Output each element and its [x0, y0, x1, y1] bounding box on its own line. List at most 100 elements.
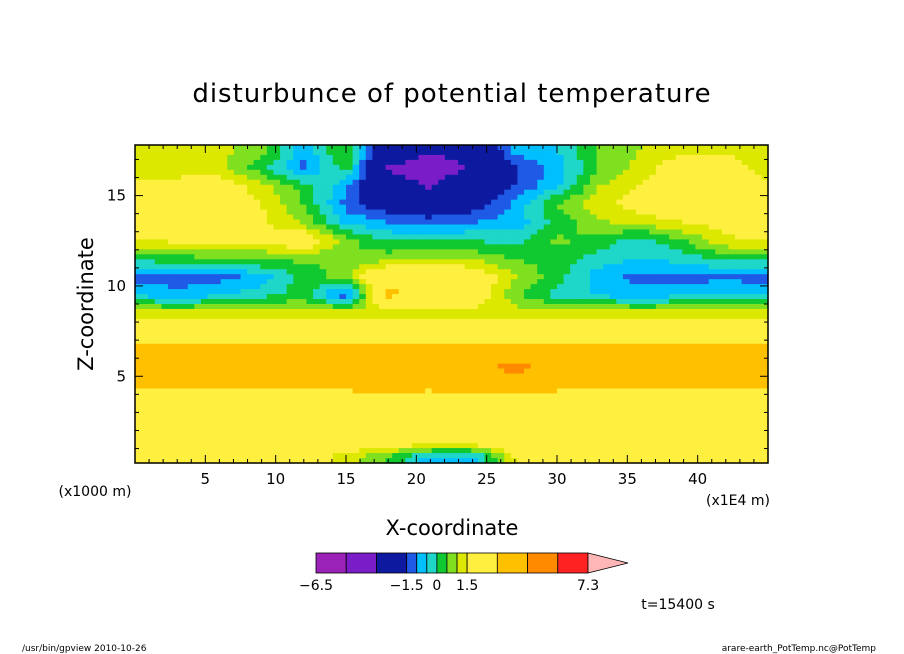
heatmap-cell [385, 164, 393, 171]
heatmap-cell [741, 348, 749, 355]
heatmap-cell [491, 189, 499, 196]
heatmap-cell [339, 323, 347, 330]
heatmap-cell [616, 388, 624, 395]
heatmap-cell [306, 214, 314, 221]
heatmap-cell [385, 299, 393, 305]
heatmap-cell [458, 358, 466, 365]
heatmap-cell [431, 393, 439, 400]
heatmap-cell [728, 343, 736, 350]
heatmap-cell [227, 174, 235, 181]
heatmap-cell [346, 269, 354, 275]
heatmap-cell [260, 224, 268, 231]
heatmap-cell [346, 254, 354, 260]
heatmap-cell [543, 149, 551, 156]
heatmap-cell [458, 308, 466, 315]
heatmap-cell [596, 289, 604, 295]
heatmap-cell [537, 189, 545, 196]
heatmap-cell [715, 378, 723, 385]
heatmap-cell [530, 179, 538, 186]
heatmap-cell [675, 154, 683, 161]
heatmap-cell [286, 154, 294, 161]
heatmap-cell [596, 169, 604, 176]
heatmap-cell [629, 209, 637, 216]
heatmap-cell [563, 179, 571, 186]
heatmap-cell [741, 219, 749, 226]
heatmap-cell [748, 154, 756, 161]
heatmap-cell [332, 383, 340, 390]
heatmap-cell [326, 353, 334, 360]
heatmap-cell [464, 145, 472, 151]
heatmap-cell [233, 264, 242, 270]
heatmap-cell [326, 214, 334, 221]
heatmap-cell [524, 249, 532, 255]
heatmap-cell [148, 313, 156, 320]
heatmap-cell [576, 254, 584, 260]
heatmap-cell [550, 264, 558, 270]
heatmap-cell [411, 353, 420, 360]
heatmap-cell [418, 214, 426, 221]
heatmap-cell [576, 323, 584, 330]
heatmap-cell [273, 254, 281, 260]
heatmap-cell [154, 219, 162, 226]
heatmap-cell [233, 308, 242, 315]
heatmap-cell [227, 239, 235, 245]
heatmap-cell [365, 348, 373, 355]
heatmap-cell [754, 224, 762, 231]
heatmap-cell [576, 199, 584, 206]
heatmap-cell [761, 259, 769, 265]
heatmap-cell [702, 174, 710, 181]
heatmap-cell [240, 279, 248, 285]
heatmap-cell [293, 304, 301, 310]
heatmap-cell [484, 353, 492, 360]
heatmap-cell [240, 373, 248, 380]
heatmap-cell [550, 209, 558, 216]
heatmap-cell [247, 149, 255, 156]
heatmap-cell [491, 323, 499, 330]
heatmap-cell [735, 204, 743, 211]
heatmap-cell [135, 353, 143, 360]
heatmap-cell [477, 274, 486, 280]
heatmap-cell [339, 383, 347, 390]
heatmap-cell [293, 219, 301, 226]
heatmap-cell [346, 239, 354, 245]
heatmap-cell [174, 199, 182, 206]
heatmap-cell [385, 219, 393, 226]
heatmap-cell [537, 373, 545, 380]
heatmap-cell [273, 289, 281, 295]
heatmap-cell [273, 234, 281, 241]
heatmap-cell [583, 249, 591, 255]
heatmap-cell [372, 169, 380, 176]
heatmap-cell [135, 308, 143, 315]
heatmap-cell [510, 239, 519, 245]
heatmap-cell [194, 149, 202, 156]
heatmap-cell [293, 289, 301, 295]
heatmap-cell [477, 199, 486, 206]
heatmap-cell [247, 289, 255, 295]
heatmap-cell [748, 164, 756, 171]
heatmap-cell [451, 383, 459, 390]
heatmap-cell [273, 393, 281, 400]
heatmap-cell [431, 249, 439, 255]
heatmap-cell [240, 289, 248, 295]
heatmap-cell [543, 304, 551, 310]
heatmap-cell [141, 249, 149, 255]
heatmap-cell [721, 184, 730, 191]
heatmap-cell [471, 209, 479, 216]
heatmap-cell [682, 229, 690, 236]
heatmap-cell [418, 149, 426, 156]
heatmap-cell [754, 259, 762, 265]
heatmap-cell [570, 398, 578, 404]
heatmap-cell [346, 244, 354, 250]
heatmap-cell [451, 145, 459, 151]
heatmap-cell [550, 318, 558, 325]
heatmap-cell [200, 169, 209, 176]
heatmap-cell [313, 348, 321, 355]
heatmap-cell [286, 348, 294, 355]
heatmap-cell [319, 333, 327, 340]
heatmap-cell [471, 368, 479, 375]
heatmap-cell [530, 393, 538, 400]
heatmap-cell [200, 284, 209, 290]
heatmap-cell [517, 159, 525, 166]
heatmap-cell [154, 308, 162, 315]
heatmap-cell [622, 328, 631, 335]
